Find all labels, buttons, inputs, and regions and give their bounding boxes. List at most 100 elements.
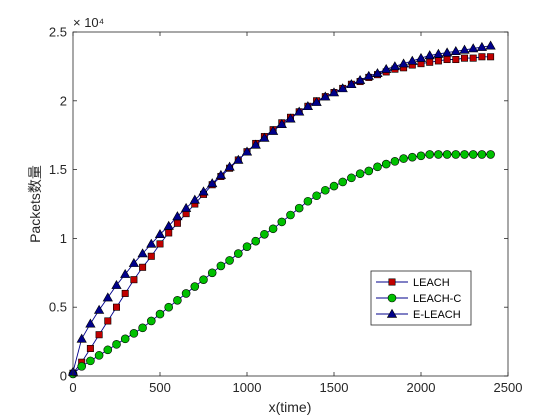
point-e-leach (485, 40, 496, 50)
legend-label: LEACH-C (413, 293, 461, 305)
point-e-leach (111, 279, 122, 289)
point-leach-c (155, 309, 165, 319)
series-e-leach (67, 40, 496, 376)
point-leach-c (251, 236, 260, 246)
point-leach-c (407, 152, 417, 162)
point-leach-c (486, 150, 495, 159)
y-exponent-label: × 10⁴ (73, 15, 104, 30)
point-e-leach (433, 48, 444, 58)
point-e-leach (424, 50, 435, 60)
point-e-leach (76, 333, 87, 343)
point-e-leach (346, 79, 357, 89)
point-leach-c (320, 185, 330, 195)
point-leach-c (442, 150, 452, 159)
point-e-leach (102, 292, 113, 302)
point-e-leach (172, 211, 183, 221)
point-e-leach (250, 139, 261, 149)
point-e-leach (372, 68, 383, 78)
point-leach-c (355, 169, 365, 179)
y-tick-label: 0.5 (49, 300, 67, 315)
point-leach (173, 219, 181, 227)
point-leach-c (173, 296, 182, 305)
point-e-leach (285, 113, 296, 123)
legend-item-leach-c: LEACH-C (376, 293, 461, 305)
point-e-leach (207, 178, 218, 188)
point-leach-c (138, 323, 147, 333)
point-leach-c (164, 302, 173, 312)
series-leach-c (68, 150, 495, 379)
point-leach-c (416, 151, 426, 161)
point-leach-c (425, 150, 435, 159)
point-e-leach (128, 257, 140, 267)
legend-marker (386, 308, 398, 318)
point-e-leach (224, 161, 235, 171)
point-e-leach (146, 238, 157, 248)
point-leach-c (451, 150, 461, 159)
point-e-leach (215, 169, 227, 179)
point-leach (156, 240, 164, 248)
point-leach-c (468, 150, 478, 159)
point-e-leach (233, 154, 244, 164)
point-e-leach (85, 318, 96, 328)
point-e-leach (381, 63, 392, 73)
point-leach-c (94, 351, 104, 360)
point-e-leach (354, 74, 366, 84)
point-leach-c (460, 150, 469, 159)
point-leach-c (190, 282, 200, 291)
point-e-leach (189, 194, 200, 204)
point-leach-c (399, 154, 408, 163)
legend-marker (388, 278, 396, 286)
point-leach-c (329, 181, 339, 191)
point-leach-c (477, 150, 487, 159)
point-e-leach (267, 125, 279, 135)
point-e-leach (311, 96, 322, 106)
point-e-leach (137, 248, 148, 258)
point-e-leach (302, 101, 314, 111)
point-leach (469, 54, 477, 62)
point-leach-c (347, 173, 356, 183)
point-leach (460, 54, 468, 62)
point-leach (95, 331, 103, 339)
point-leach-c (286, 210, 295, 220)
point-leach-c (260, 229, 269, 239)
point-e-leach (93, 304, 105, 314)
point-e-leach (259, 132, 270, 142)
y-tick-label: 2.5 (49, 25, 67, 40)
y-tick-label: 0 (60, 369, 67, 384)
legend: LEACH LEACH-C E-LEACH (370, 270, 472, 326)
plot-frame (72, 31, 509, 377)
y-tick-label: 1.5 (49, 162, 67, 177)
point-leach-c (338, 177, 348, 187)
point-leach (121, 289, 129, 297)
point-leach-c (390, 157, 400, 166)
point-leach-c (112, 340, 121, 349)
point-leach-c (207, 268, 217, 278)
point-e-leach (468, 43, 479, 53)
point-e-leach (450, 46, 461, 56)
point-leach (478, 53, 486, 61)
point-e-leach (328, 87, 340, 97)
point-e-leach (337, 83, 348, 93)
point-leach (104, 317, 112, 325)
point-leach-c (86, 356, 95, 366)
point-leach (443, 56, 451, 64)
point-e-leach (441, 47, 453, 57)
legend-items: LEACH LEACH-C E-LEACH (376, 277, 461, 321)
point-e-leach (415, 52, 427, 62)
point-e-leach (276, 118, 287, 128)
point-leach (147, 252, 155, 260)
point-leach-c (381, 159, 391, 169)
x-tick-label: 2500 (494, 380, 523, 395)
x-tick-label: 500 (149, 380, 171, 395)
point-leach-c (77, 362, 86, 371)
point-leach-c (312, 191, 321, 201)
point-e-leach (398, 58, 409, 68)
point-e-leach (320, 91, 331, 101)
point-leach (86, 344, 94, 352)
point-leach-c (129, 329, 139, 338)
y-tick-label: 2 (60, 93, 67, 108)
legend-label: E-LEACH (413, 309, 461, 321)
y-tick-label: 1 (60, 231, 67, 246)
point-e-leach (294, 106, 305, 116)
